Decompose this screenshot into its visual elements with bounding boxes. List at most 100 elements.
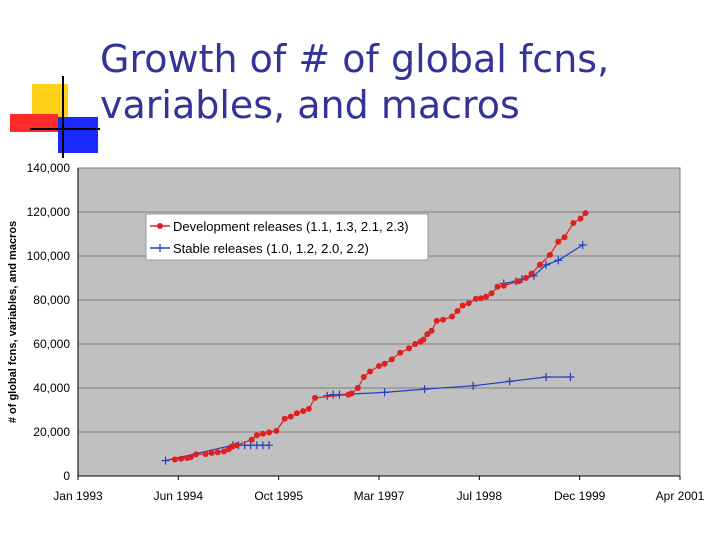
dev-point [253, 432, 260, 439]
dev-point [208, 449, 215, 456]
y-tick-label: 40,000 [33, 381, 70, 395]
stable-point [420, 385, 429, 394]
dev-point [561, 234, 568, 241]
dev-point [293, 410, 300, 417]
dev-point [515, 278, 522, 285]
y-tick-label: 120,000 [27, 205, 71, 219]
dev-point [412, 341, 419, 347]
y-tick-label: 0 [63, 469, 70, 483]
dev-point [248, 436, 255, 443]
slide-title: Growth of # of global fcns, variables, a… [100, 36, 700, 128]
dev-point [440, 316, 446, 323]
dev-point [433, 317, 440, 324]
stable-point [542, 260, 551, 269]
dev-point [483, 293, 490, 300]
dev-point [494, 283, 501, 290]
dev-point [420, 336, 427, 343]
dev-point [465, 300, 472, 307]
dev-point [472, 295, 479, 302]
stable-point [469, 381, 478, 390]
deco-blue-square [58, 117, 98, 153]
dev-point [536, 261, 543, 268]
y-tick-label: 100,000 [27, 249, 71, 263]
dev-point [570, 220, 577, 226]
deco-red-bar [10, 114, 58, 132]
dev-point [528, 270, 535, 277]
stable-point [566, 373, 575, 381]
dev-point [287, 413, 294, 420]
x-tick-label: Jan 1993 [53, 489, 103, 503]
dev-point [428, 327, 435, 334]
y-tick-labels: 0 20,000 40,000 60,000 80,000 100,000 120,000 1… [27, 161, 71, 483]
dev-point [381, 360, 388, 367]
dev-point [273, 427, 280, 434]
x-tick-labels: Jan 1993 Jun 1994 Oct 1995 Mar 1997 Jul 1998… [53, 476, 705, 503]
dev-point [193, 451, 200, 458]
dev-point [178, 455, 185, 462]
x-tick-label: Dec 1999 [554, 489, 606, 503]
stable-point [578, 241, 587, 249]
dev-point [348, 390, 355, 397]
stable-point [161, 456, 170, 465]
stable-point [554, 256, 563, 265]
dev-point [577, 215, 584, 222]
dev-point [220, 448, 227, 455]
dev-point [388, 356, 395, 363]
y-axis-label: # of global fcns, variables, and macros [7, 221, 19, 423]
dev-point [454, 308, 461, 314]
dev-point [546, 251, 553, 258]
dev-point [500, 282, 507, 289]
dev-point [488, 290, 495, 297]
y-tick-label: 20,000 [33, 425, 70, 439]
deco-horizontal-line [30, 128, 100, 130]
series-dev [171, 210, 589, 463]
stable-point [380, 388, 389, 397]
dev-point [406, 345, 412, 352]
x-tick-label: Oct 1995 [254, 489, 303, 503]
dev-point [281, 415, 288, 422]
dev-point [582, 210, 589, 217]
deco-vertical-line [62, 76, 64, 158]
dev-point [266, 429, 273, 436]
y-tick-label: 60,000 [33, 337, 70, 351]
dev-point [233, 442, 240, 449]
x-tick-label: Apr 2001 [656, 489, 705, 503]
growth-chart: 0 20,000 40,000 60,000 80,000 100,000 120,000 1… [7, 161, 705, 503]
dev-point [424, 331, 431, 338]
title-line-1: Growth of # of global fcns, [100, 37, 610, 81]
dev-point [397, 349, 404, 356]
legend-dev-label: Development releases (1.1, 1.3, 2.1, 2.3… [173, 219, 409, 234]
y-tick-label: 140,000 [27, 161, 71, 175]
x-tick-label: Jun 1994 [154, 489, 204, 503]
x-tick-label: Mar 1997 [354, 489, 405, 503]
stable-point [335, 390, 344, 399]
dev-point [225, 446, 232, 453]
dev-point [449, 313, 455, 320]
dev-point [522, 275, 529, 281]
title-line-2: variables, and macros [100, 83, 520, 127]
stable-point [542, 373, 551, 381]
dev-point [202, 451, 209, 457]
stable-point [265, 441, 274, 450]
legend-box [145, 213, 429, 261]
dev-point [312, 394, 318, 401]
dev-point [477, 295, 484, 302]
legend-stable-label: Stable releases (1.0, 1.2, 2.0, 2.2) [173, 241, 369, 256]
dev-point [259, 430, 266, 437]
legend: Development releases (1.1, 1.3, 2.1, 2.3… [145, 213, 429, 261]
dev-point [300, 408, 307, 415]
dev-point [360, 374, 367, 380]
dev-point [171, 456, 178, 463]
dev-point [367, 368, 373, 375]
x-tick-label: Jul 1998 [457, 489, 503, 503]
dev-point [187, 454, 194, 461]
stable-point [323, 391, 332, 400]
stable-point [505, 377, 514, 386]
dev-point [214, 449, 221, 456]
dev-point [305, 405, 312, 412]
dev-point [376, 363, 382, 369]
dev-point [459, 302, 466, 309]
dev-point [555, 238, 562, 245]
legend-dev-marker [157, 223, 163, 229]
dev-point [354, 385, 361, 391]
